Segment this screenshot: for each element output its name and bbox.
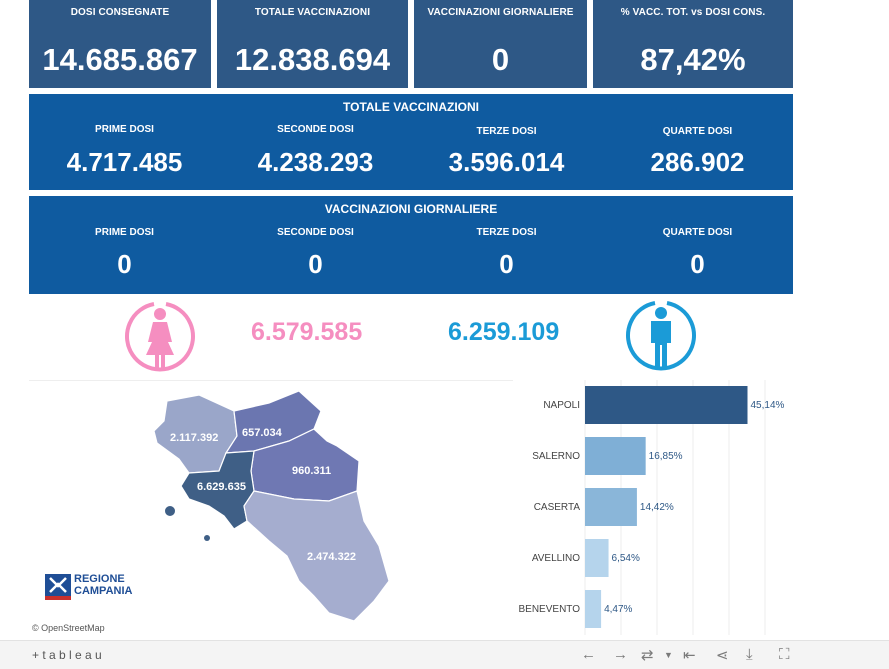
- col-label: SECONDE DOSI: [277, 124, 354, 135]
- bar-avellino: [585, 539, 609, 577]
- bar-value-label: 6,54%: [612, 553, 640, 564]
- col-value: 4.238.293: [257, 147, 374, 177]
- kpi-label: TOTALE VACCINAZIONI: [254, 7, 371, 18]
- logo-line-1: REGIONE: [74, 573, 125, 585]
- revert-icon[interactable]: ⇄: [641, 647, 654, 664]
- map-label-caserta: 2.117.392: [170, 432, 219, 444]
- bar-salerno: [585, 437, 646, 475]
- col-value: 3.596.014: [448, 147, 565, 177]
- map-label-benevento: 657.034: [242, 427, 282, 439]
- panel-title: VACCINAZIONI GIORNALIERE: [324, 202, 498, 216]
- col-value: 286.902: [650, 147, 745, 177]
- logo-line-2: CAMPANIA: [74, 585, 133, 597]
- island-capri: [204, 535, 210, 541]
- kpi-value: 87,42%: [640, 42, 746, 77]
- bar-category-label: CASERTA: [534, 502, 581, 513]
- map-credit[interactable]: © OpenStreetMap: [32, 623, 105, 633]
- vaccinazioni-giornaliere-panel: VACCINAZIONI GIORNALIERE PRIME DOSI 0 SE…: [29, 196, 793, 294]
- download-icon[interactable]: ⤓: [746, 646, 753, 663]
- col-quarte-dosi: QUARTE DOSI 286.902: [602, 126, 793, 178]
- col-terze-dosi: TERZE DOSI 0: [411, 227, 602, 280]
- map-label-salerno: 2.474.322: [307, 551, 356, 563]
- col-value: 0: [499, 249, 514, 279]
- col-value: 0: [308, 249, 323, 279]
- male-count: 6.259.109: [448, 318, 560, 346]
- kpi-vaccinazioni-giornaliere: VACCINAZIONI GIORNALIERE 0: [414, 0, 587, 88]
- col-value: 4.717.485: [66, 147, 183, 177]
- col-terze-dosi: TERZE DOSI 3.596.014: [411, 126, 602, 178]
- bar-benevento: [585, 590, 602, 628]
- col-label: QUARTE DOSI: [662, 227, 733, 238]
- col-prime-dosi: PRIME DOSI 0: [29, 227, 220, 280]
- bar-category-label: AVELLINO: [532, 553, 580, 564]
- col-label: PRIME DOSI: [95, 124, 154, 135]
- kpi-totale-vaccinazioni: TOTALE VACCINAZIONI 12.838.694: [217, 0, 408, 88]
- kpi-value: 12.838.694: [234, 42, 391, 77]
- male-icon: [626, 301, 696, 371]
- bar-value-label: 16,85%: [649, 451, 683, 462]
- col-seconde-dosi: SECONDE DOSI 4.238.293: [220, 124, 411, 178]
- female-count: 6.579.585: [251, 318, 363, 346]
- col-quarte-dosi: QUARTE DOSI 0: [602, 227, 793, 280]
- share-icon[interactable]: ⋖: [716, 647, 729, 664]
- kpi-value: 0: [491, 42, 510, 77]
- bar-category-label: BENEVENTO: [519, 604, 581, 615]
- col-prime-dosi: PRIME DOSI 4.717.485: [29, 124, 220, 178]
- kpi-label: DOSI CONSEGNATE: [70, 7, 170, 18]
- campania-map[interactable]: [29, 381, 513, 636]
- kpi-value: 14.685.867: [42, 42, 198, 77]
- reset-icon[interactable]: ⇤: [683, 647, 696, 664]
- regione-campania-logo: REGIONE CAMPANIA: [43, 572, 153, 604]
- totale-vaccinazioni-panel: TOTALE VACCINAZIONI PRIME DOSI 4.717.485…: [29, 94, 793, 190]
- province-salerno: [243, 490, 390, 622]
- bar-caserta: [585, 488, 637, 526]
- bar-chart-svg: NAPOLI 45,14% SALERNO 16,85% CASERTA 14,42% AV…: [519, 380, 785, 635]
- undo-icon[interactable]: ←: [581, 646, 596, 663]
- bar-category-label: SALERNO: [532, 451, 580, 462]
- tableau-logo[interactable]: + t a b l e a u: [32, 648, 102, 662]
- panel-title: TOTALE VACCINAZIONI: [343, 100, 479, 114]
- kpi-percent-vaccinazioni: % VACC. TOT. vs DOSI CONS. 87,42%: [593, 0, 793, 88]
- kpi-label: % VACC. TOT. vs DOSI CONS.: [620, 7, 766, 18]
- col-label: TERZE DOSI: [476, 126, 537, 137]
- map-label-napoli: 6.629.635: [197, 481, 246, 493]
- map-panel[interactable]: 2.117.392 657.034 960.311 6.629.635 2.47…: [29, 380, 513, 636]
- col-value: 0: [117, 249, 132, 279]
- kpi-label: VACCINAZIONI GIORNALIERE: [427, 7, 574, 18]
- redo-icon[interactable]: →: [613, 646, 628, 663]
- col-label: PRIME DOSI: [95, 227, 154, 238]
- fullscreen-icon[interactable]: ⛶: [779, 646, 790, 663]
- col-seconde-dosi: SECONDE DOSI 0: [220, 227, 411, 280]
- col-value: 0: [690, 249, 705, 279]
- col-label: SECONDE DOSI: [277, 227, 354, 238]
- bar-value-label: 4,47%: [604, 604, 632, 615]
- col-label: QUARTE DOSI: [662, 126, 733, 137]
- island-ischia: [165, 506, 175, 516]
- map-label-avellino: 960.311: [292, 465, 332, 477]
- bar-value-label: 14,42%: [640, 502, 674, 513]
- col-label: TERZE DOSI: [476, 227, 537, 238]
- tableau-toolbar: + t a b l e a u ← → ⇄ ▼ ⇤ ⋖ ⤓ ⛶: [0, 640, 889, 669]
- female-icon: [125, 302, 195, 372]
- bar-napoli: [585, 386, 748, 424]
- bar-value-label: 45,14%: [751, 400, 785, 411]
- bar-category-label: NAPOLI: [543, 400, 580, 411]
- chevron-down-icon[interactable]: ▼: [664, 650, 673, 660]
- province-bar-chart: NAPOLI 45,14% SALERNO 16,85% CASERTA 14,42% AV…: [513, 380, 793, 635]
- kpi-dosi-consegnate: DOSI CONSEGNATE 14.685.867: [29, 0, 211, 88]
